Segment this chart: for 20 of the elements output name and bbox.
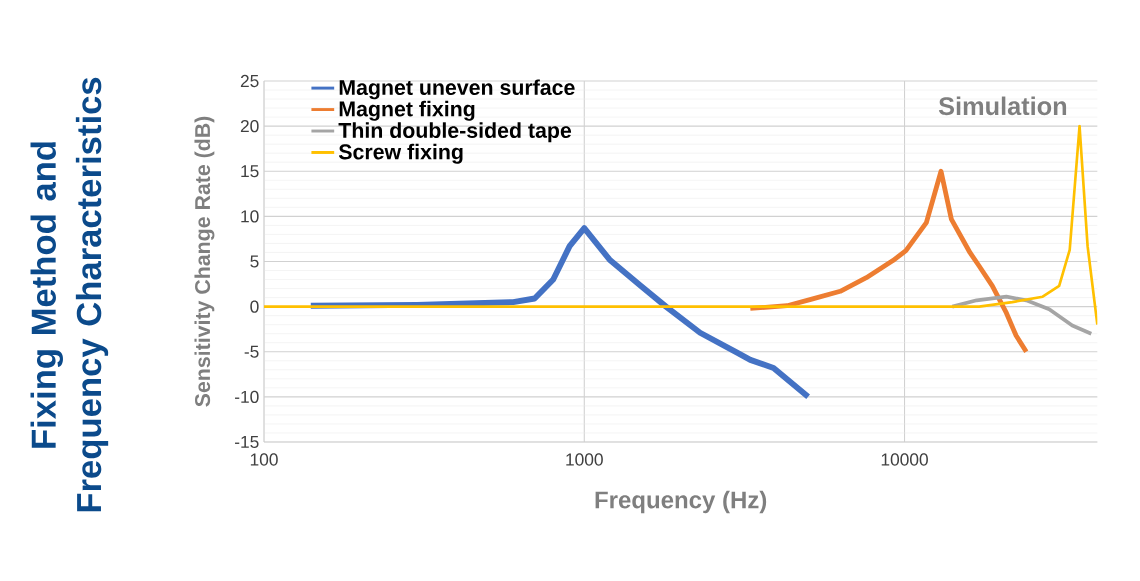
legend-label: Magnet uneven surface: [339, 79, 575, 100]
x-axis-title: Frequency (Hz): [595, 490, 767, 514]
x-tick-label: 1000: [566, 453, 603, 466]
y-tick-label: 20: [240, 119, 259, 133]
annotation: Simulation: [938, 96, 1067, 116]
legend-label: Magnet fixing: [339, 100, 475, 121]
x-tick-label: 10000: [881, 453, 928, 466]
y-tick-label: 25: [240, 74, 259, 88]
legend-label: Screw fixing: [338, 143, 463, 164]
y-axis-title: Sensitivity Change Rate (dB): [194, 116, 215, 407]
y-tick-label: 10: [241, 210, 259, 223]
legend-label: Thin double-sided tape: [338, 122, 572, 143]
x-tick-label: 100: [250, 453, 278, 466]
y-tick-label: 15: [241, 165, 259, 178]
y-tick-label: -15: [235, 435, 259, 449]
y-tick-label: 0: [250, 300, 259, 313]
y-tick-label: 5: [250, 255, 259, 268]
text: Fixing Method and Frequency Characteristics: [30, 77, 109, 512]
y-tick-label: -5: [244, 345, 259, 358]
y-tick-label: -10: [235, 390, 259, 403]
